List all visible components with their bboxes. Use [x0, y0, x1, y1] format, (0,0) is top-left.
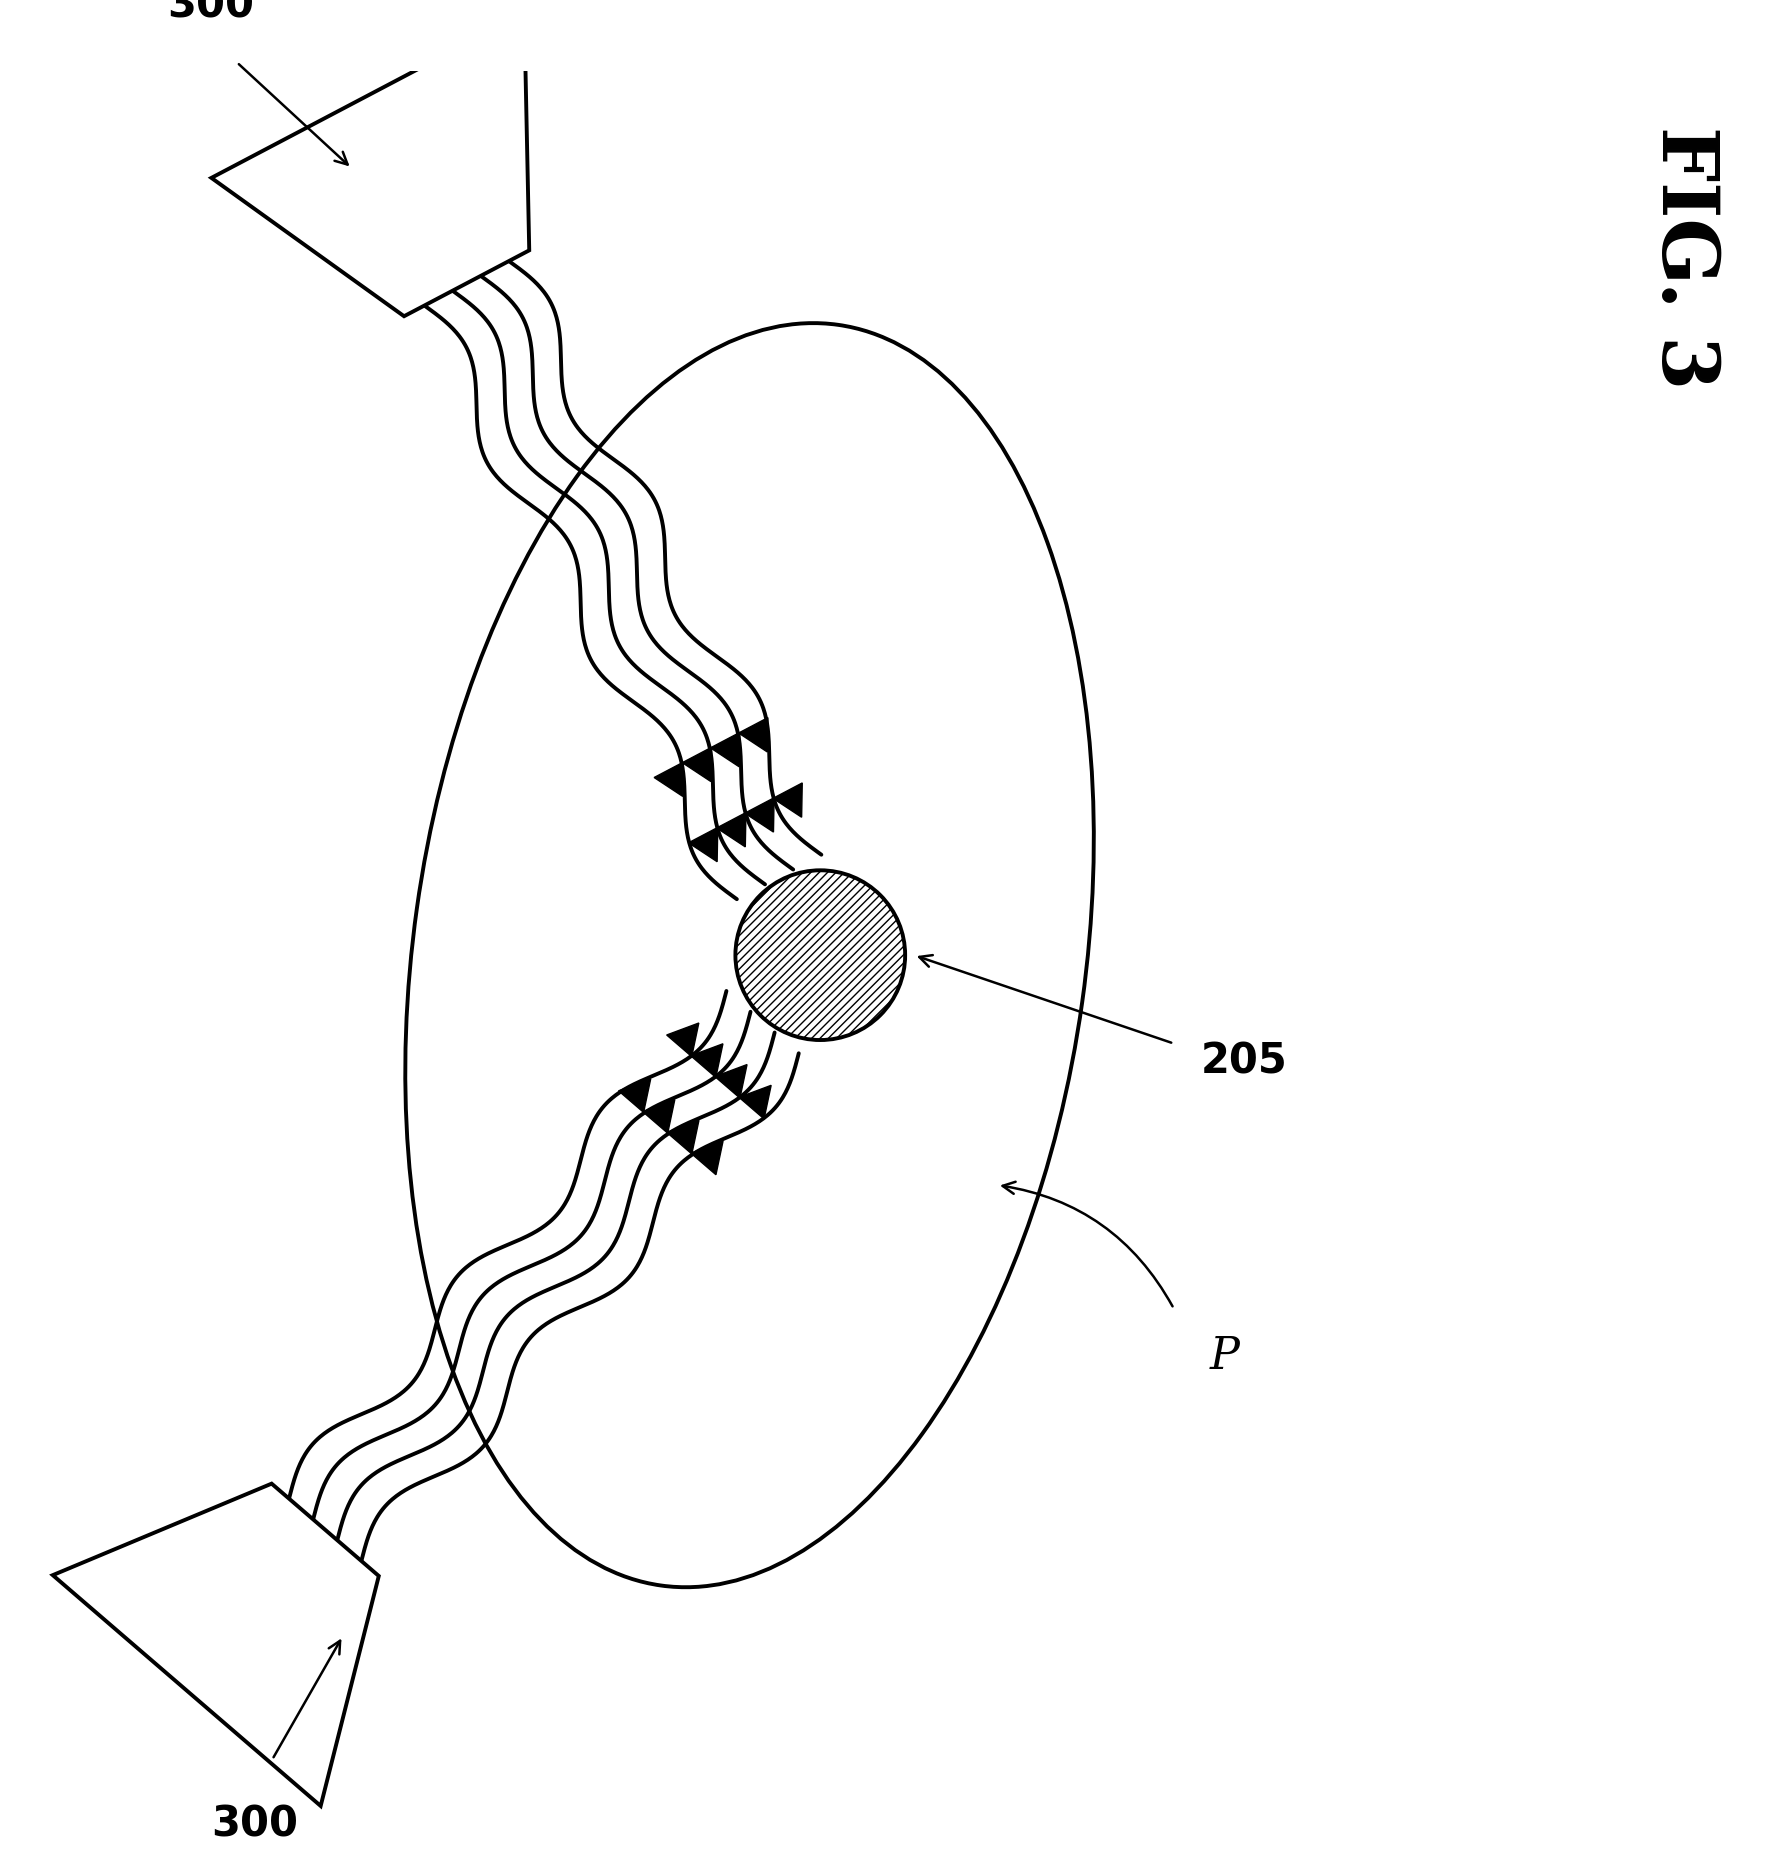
Polygon shape: [688, 827, 718, 863]
Polygon shape: [738, 718, 768, 751]
Text: 300: 300: [168, 0, 253, 26]
Polygon shape: [773, 783, 802, 818]
Polygon shape: [711, 732, 740, 766]
Polygon shape: [745, 798, 773, 833]
Circle shape: [736, 870, 905, 1039]
Polygon shape: [691, 1141, 723, 1175]
Text: 300: 300: [210, 1803, 298, 1846]
Polygon shape: [691, 1043, 723, 1078]
Polygon shape: [618, 1078, 650, 1112]
Polygon shape: [212, 13, 529, 316]
Polygon shape: [740, 1086, 772, 1119]
Polygon shape: [683, 747, 711, 781]
Polygon shape: [53, 1483, 380, 1805]
Polygon shape: [715, 1065, 747, 1099]
Polygon shape: [716, 812, 747, 848]
Text: 205: 205: [1201, 1041, 1287, 1082]
Text: FIG. 3: FIG. 3: [1647, 126, 1721, 389]
Text: P: P: [1210, 1335, 1238, 1379]
Polygon shape: [643, 1101, 675, 1134]
Ellipse shape: [405, 323, 1094, 1588]
Polygon shape: [666, 1121, 699, 1154]
Polygon shape: [654, 762, 683, 796]
Polygon shape: [666, 1022, 699, 1056]
